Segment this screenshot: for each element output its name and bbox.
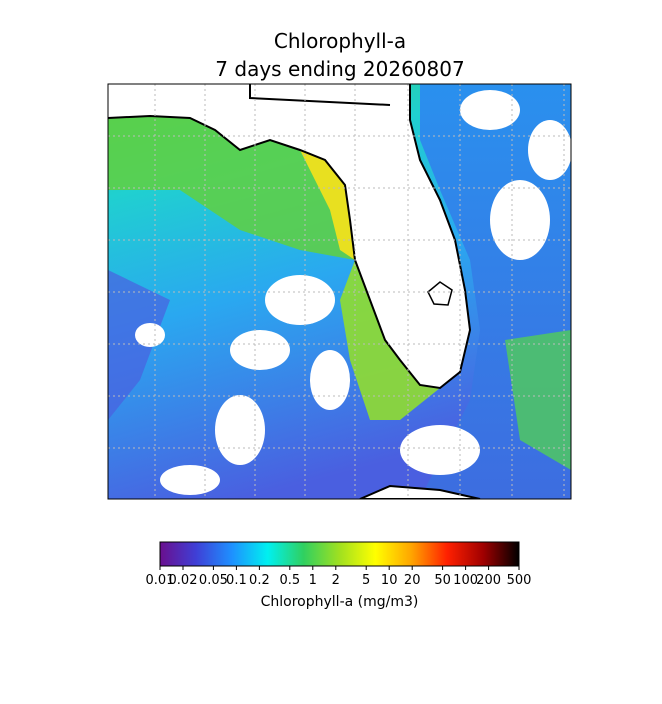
coastal-green <box>108 116 355 260</box>
subtitle: 7 days ending 20260807 <box>215 57 464 81</box>
offshore-blue <box>108 270 170 420</box>
colorbar <box>159 541 520 567</box>
colorbar-tick-label: 2 <box>332 573 340 588</box>
cuba <box>359 484 481 499</box>
colorbar-tick-label: 0.01 <box>146 573 175 588</box>
colorbar-tick-label: 50 <box>434 573 451 588</box>
colorbar-tick-label: 0.05 <box>199 573 228 588</box>
bahamas-shelf <box>505 330 571 470</box>
colorbar-tick-label: 0.1 <box>226 573 247 588</box>
colorbar-tick-label: 0.5 <box>279 573 300 588</box>
map-frame <box>107 83 572 500</box>
state-border <box>249 84 391 106</box>
colorbar-tick-label: 0.02 <box>169 573 198 588</box>
colorbar-tick-label: 500 <box>507 573 532 588</box>
graticule <box>108 84 571 499</box>
land <box>108 84 470 388</box>
colorbar-tick-label: 20 <box>404 573 421 588</box>
colorbar-tick-label: 0.2 <box>249 573 270 588</box>
colorbar-label: Chlorophyll-a (mg/m3) <box>261 594 419 610</box>
coastal-yellow <box>300 150 355 260</box>
colorbar-tick-label: 10 <box>381 573 398 588</box>
colorbar-tick-label: 5 <box>362 573 370 588</box>
title: Chlorophyll-a <box>274 29 406 53</box>
coastline <box>108 84 472 390</box>
colorbar-tick-label: 100 <box>453 573 478 588</box>
colorbar-tick-label: 200 <box>476 573 501 588</box>
colorbar-tick-label: 1 <box>309 573 317 588</box>
lake-okeechobee <box>427 281 453 306</box>
map <box>108 84 571 499</box>
